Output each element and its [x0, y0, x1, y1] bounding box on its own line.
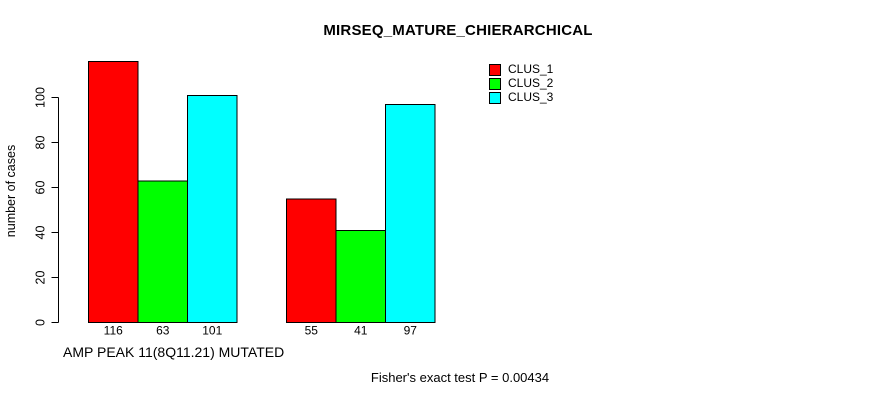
- y-tick-label: 80: [34, 136, 48, 150]
- y-tick-label: 0: [34, 319, 48, 326]
- legend-label: CLUS_1: [508, 62, 554, 76]
- bar-CLUS_2-group1: [137, 180, 188, 323]
- y-tick-label: 100: [34, 87, 48, 108]
- legend-item-CLUS_2: CLUS_2: [489, 77, 553, 90]
- legend-label: CLUS_2: [508, 76, 554, 90]
- bar-CLUS_3-group1: [187, 94, 238, 323]
- y-tick-label: 20: [34, 271, 48, 285]
- legend-swatch-icon: [489, 63, 501, 76]
- legend: CLUS_1 CLUS_2 CLUS_3: [489, 63, 553, 105]
- legend-swatch-icon: [489, 91, 501, 104]
- legend-label: CLUS_3: [508, 90, 554, 104]
- bar-value-label: 55: [305, 324, 319, 338]
- stat-annotation: Fisher's exact test P = 0.00434: [370, 370, 550, 385]
- bar-value-label: 63: [156, 324, 170, 338]
- y-axis-label: number of cases: [4, 144, 18, 238]
- legend-item-CLUS_1: CLUS_1: [489, 63, 553, 76]
- x-axis-label: AMP PEAK 11(8Q11.21) MUTATED: [63, 344, 285, 360]
- bar-value-label: 116: [104, 324, 123, 338]
- legend-swatch-icon: [489, 77, 501, 90]
- legend-item-CLUS_3: CLUS_3: [489, 91, 553, 104]
- bar-CLUS_3-group2: [385, 103, 436, 323]
- chart-title: MIRSEQ_MATURE_CHIERARCHICAL: [323, 22, 593, 39]
- bar-CLUS_2-group2: [335, 229, 386, 323]
- bar-value-label: 97: [404, 324, 418, 338]
- bar-value-label: 41: [354, 324, 368, 338]
- bar-CLUS_1-group1: [88, 61, 139, 323]
- bar-CLUS_1-group2: [286, 198, 337, 323]
- y-tick-label: 60: [34, 181, 48, 195]
- bar-value-label: 101: [202, 324, 222, 338]
- y-tick-label: 40: [34, 226, 48, 240]
